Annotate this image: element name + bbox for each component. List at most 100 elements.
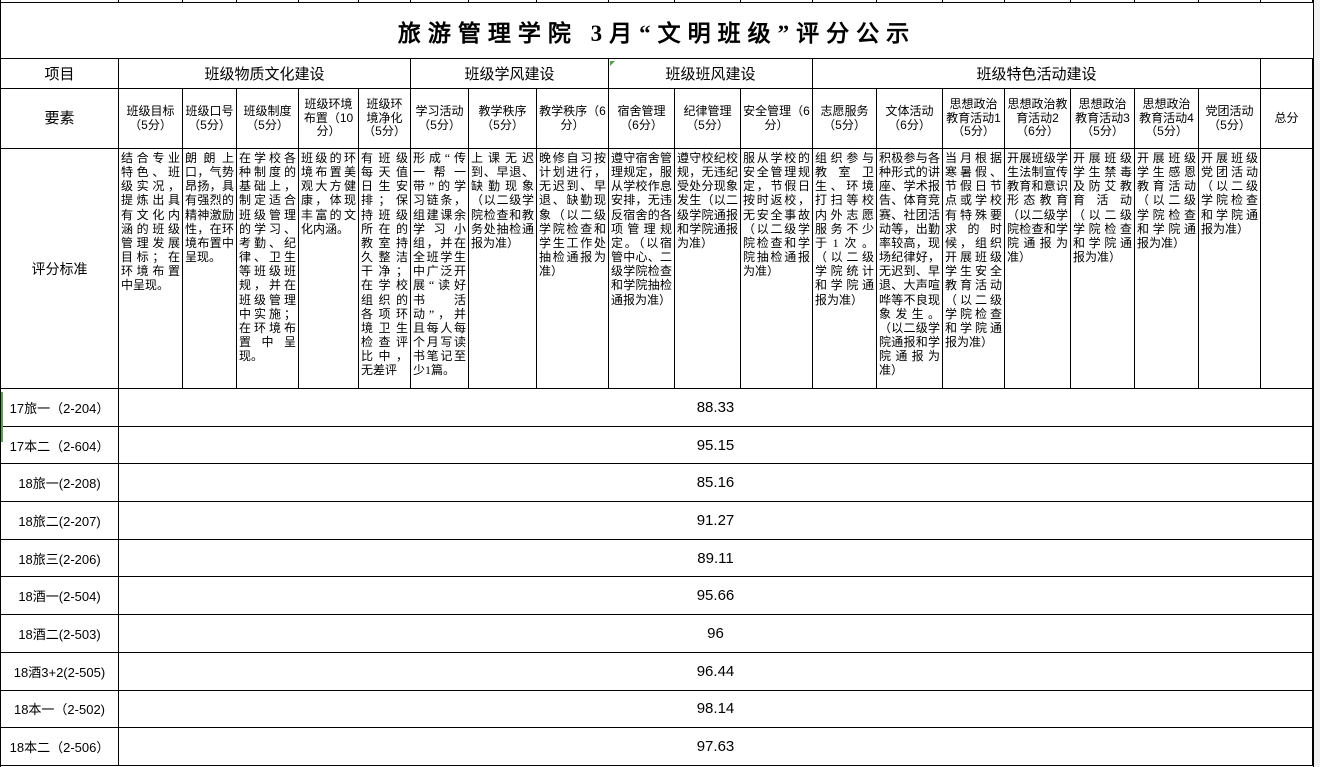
col-header-teaching-order-5[interactable]: 教学秩序（5分）	[469, 89, 537, 149]
group-header-class-style[interactable]: 班级班风建设	[609, 59, 813, 89]
criteria-cell: 结合专业特色、班级实况，提炼出具有文化内涵的班级管理发展目标；在环境布置中呈现。	[119, 149, 183, 389]
project-header-row: 项目 班级物质文化建设 班级学风建设 班级班风建设 班级特色活动建设	[1, 59, 1313, 89]
col-header-env-layout[interactable]: 班级环境布置（10分）	[299, 89, 359, 149]
col-header-study-activity[interactable]: 学习活动（5分）	[411, 89, 469, 149]
group-header-study-style[interactable]: 班级学风建设	[411, 59, 609, 89]
grid-tick	[1199, 0, 1261, 2]
empty-cell-above-total[interactable]	[1261, 59, 1313, 89]
grid-tick	[1, 0, 119, 2]
class-name-cell[interactable]: 18酒3+2(2-505)	[1, 652, 119, 691]
col-header-dorm-mgmt[interactable]: 宿舍管理（6分）	[609, 89, 675, 149]
col-header-party-league[interactable]: 党团活动（5分）	[1199, 89, 1261, 149]
criteria-cell: 开展班级学生感恩教育活动（以二级学院检查和学院通报为准）	[1135, 149, 1199, 389]
grid-tick	[537, 0, 609, 2]
grid-tick	[469, 0, 537, 2]
col-header-class-goal[interactable]: 班级目标（5分）	[119, 89, 183, 149]
criteria-label-cell[interactable]: 评分标准	[1, 149, 119, 389]
criteria-cell: 开展班级学生禁毒及防艾教育活动（以二级学院检查和学院通报为准）	[1071, 149, 1135, 389]
class-name-cell[interactable]: 18旅二(2-207)	[1, 502, 119, 540]
class-row: 18酒3+2(2-505) 96.44	[1, 652, 1313, 691]
grid-tick	[675, 0, 741, 2]
criteria-cell: 遵守宿舍管理规定，服从学校作息安排，无违反宿舍的各项管理规定。（以宿管中心、二级…	[609, 149, 675, 389]
class-name-cell[interactable]: 18酒二(2-503)	[1, 615, 119, 653]
grid-tick	[1071, 0, 1135, 2]
empty-criteria-total-cell[interactable]	[1261, 149, 1313, 389]
score-cell[interactable]: 96.44	[119, 652, 1313, 691]
criteria-cell: 形成“传一帮一带”的学习链条，组建课余学习小组，并在全班学生中广泛开展“读好书活…	[411, 149, 469, 389]
class-name-cell[interactable]: 18旅一(2-208)	[1, 464, 119, 503]
col-header-env-clean[interactable]: 班级环境净化（5分）	[359, 89, 411, 149]
col-header-total[interactable]: 总分	[1261, 89, 1313, 149]
col-header-ideology-4[interactable]: 思想政治教育活动4（5分）	[1135, 89, 1199, 149]
class-row: 17本二（2-604） 95.15	[1, 426, 1313, 465]
criteria-cell: 有班级每天值日生安排；保持班级所在的教室持久整洁干净；在学校组织的各项环境卫生检…	[359, 149, 411, 389]
col-header-sports-culture[interactable]: 文体活动（6分）	[877, 89, 943, 149]
col-header-class-slogan[interactable]: 班级口号（5分）	[183, 89, 237, 149]
project-label-cell[interactable]: 项目	[1, 59, 119, 89]
criteria-cell: 积极参与各种形式的讲座、学术报告、体育竞赛、社团活动等，出勤率较高，现场纪律好，…	[877, 149, 943, 389]
criteria-cell: 晚修自习按计划进行，无迟到、早退、缺勤现象（以二级学院检查和学生工作处抽检通报为…	[537, 149, 609, 389]
class-row: 18旅二(2-207) 91.27	[1, 502, 1313, 540]
score-cell[interactable]: 85.16	[119, 464, 1313, 503]
class-row: 18旅三(2-206) 89.11	[1, 539, 1313, 578]
selection-indicator	[1, 392, 3, 442]
score-cell[interactable]: 97.63	[119, 728, 1313, 766]
criteria-cell: 班级的环境布置美观大方健康，体现丰富的文化内涵。	[299, 149, 359, 389]
criteria-cell: 遵守校纪校规，无违纪受处分现象发生（以二级学院通报和学院通报为准）	[675, 149, 741, 389]
group-header-material-culture[interactable]: 班级物质文化建设	[119, 59, 411, 89]
grid-tick	[1135, 0, 1199, 2]
grid-tick	[943, 0, 1005, 2]
class-name-cell[interactable]: 17旅一（2-204）	[1, 389, 119, 427]
class-name-cell[interactable]: 17本二（2-604）	[1, 426, 119, 465]
page-title: 旅游管理学院 3月“文明班级”评分公示	[397, 20, 917, 46]
score-cell[interactable]: 88.33	[119, 389, 1313, 427]
score-cell[interactable]: 95.15	[119, 426, 1313, 465]
grid-tick	[877, 0, 943, 2]
col-header-ideology-1[interactable]: 思想政治教育活动1（5分）	[943, 89, 1005, 149]
grid-tick	[237, 0, 299, 2]
score-cell[interactable]: 91.27	[119, 502, 1313, 540]
top-gridline-ticks	[1, 0, 1313, 3]
grid-tick	[1005, 0, 1071, 2]
col-header-discipline-mgmt[interactable]: 纪律管理（5分）	[675, 89, 741, 149]
class-row: 18酒二(2-503) 96	[1, 615, 1313, 653]
criteria-cell: 组织参与教室卫生、环境打扫等校内外志愿服务不少于1次。（以二级学院统计和学院通报…	[813, 149, 877, 389]
col-header-volunteer[interactable]: 志愿服务（5分）	[813, 89, 877, 149]
col-header-teaching-order-6[interactable]: 教学秩序（6分）	[537, 89, 609, 149]
grid-tick	[741, 0, 813, 2]
criteria-row: 评分标准 结合专业特色、班级实况，提炼出具有文化内涵的班级管理发展目标；在环境布…	[1, 149, 1313, 389]
criteria-cell: 开展班级学生法制宣传教育和意识形态教育（以二级学院检查和学院通报为准）	[1005, 149, 1071, 389]
score-cell[interactable]: 96	[119, 615, 1313, 653]
element-header-row: 要素 班级目标（5分） 班级口号（5分） 班级制度（5分） 班级环境布置（10分…	[1, 89, 1313, 149]
col-header-class-system[interactable]: 班级制度（5分）	[237, 89, 299, 149]
col-header-safety-mgmt[interactable]: 安全管理（6分）	[741, 89, 813, 149]
criteria-cell: 服从学校的安全管理规定，节假日按时返校，无安全事故（以二级学院检查和学院抽检通报…	[741, 149, 813, 389]
grid-tick	[299, 0, 359, 2]
criteria-cell: 开展班级党团活动（以二级学院检查和学院通报为准）	[1199, 149, 1261, 389]
class-name-cell[interactable]: 18本二（2-506）	[1, 728, 119, 766]
group-header-special-activities[interactable]: 班级特色活动建设	[813, 59, 1261, 89]
class-name-cell[interactable]: 18旅三(2-206)	[1, 539, 119, 578]
score-cell[interactable]: 98.14	[119, 690, 1313, 729]
score-cell[interactable]: 89.11	[119, 539, 1313, 578]
grid-tick	[119, 0, 183, 2]
grid-tick	[411, 0, 469, 2]
grid-tick	[183, 0, 237, 2]
col-header-ideology-3[interactable]: 思想政治教育活动3（5分）	[1071, 89, 1135, 149]
class-name-cell[interactable]: 18酒一(2-504)	[1, 577, 119, 616]
criteria-cell: 在学校各种制度的基础上，制定适合班级管理的学习、考勤、纪律、卫生等班级班规，并在…	[237, 149, 299, 389]
class-name-cell[interactable]: 18本一（2-502)	[1, 690, 119, 729]
title-row: 旅游管理学院 3月“文明班级”评分公示	[1, 3, 1313, 59]
criteria-cell: 朗朗上口，气势昂扬，具有强烈的精神激励性，在环境布置中呈现。	[183, 149, 237, 389]
score-cell[interactable]: 95.66	[119, 577, 1313, 616]
sheet-right-gutter	[1314, 0, 1320, 767]
grid-tick	[359, 0, 411, 2]
grid-tick	[609, 0, 675, 2]
class-row: 18旅一(2-208) 85.16	[1, 464, 1313, 503]
criteria-cell: 当月根据寒暑假、节假日节点或学校有特殊要求的时候，组织开展班级学生安全教育活动（…	[943, 149, 1005, 389]
col-header-ideology-2[interactable]: 思想政治教育活动2（6分）	[1005, 89, 1071, 149]
element-label-cell[interactable]: 要素	[1, 89, 119, 149]
criteria-cell: 上课无迟到、早退、缺勤现象（以二级学院检查和教务处抽检通报为准）	[469, 149, 537, 389]
